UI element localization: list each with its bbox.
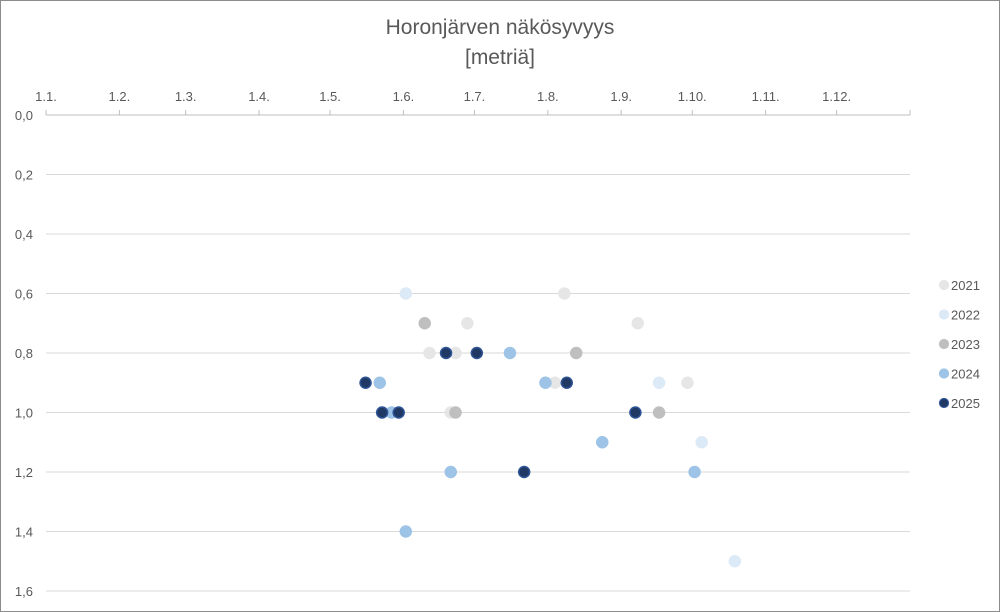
point-2024 [688, 465, 701, 479]
point-2022 [652, 376, 666, 389]
y-tick-label: 1,0 [15, 406, 33, 421]
legend-label: 2022 [951, 308, 980, 323]
point-2025 [560, 376, 574, 389]
point-2025 [439, 346, 453, 360]
legend-label: 2021 [951, 278, 980, 293]
x-tick-label: 1.7. [464, 89, 486, 104]
point-2024 [373, 376, 387, 389]
y-tick-label: 0,4 [15, 227, 33, 242]
point-2024 [539, 376, 552, 389]
point-2025 [470, 346, 484, 360]
x-tick-label: 1.8. [537, 89, 559, 104]
x-tick-label: 1.5. [319, 89, 341, 104]
x-tick-label: 1.9. [610, 89, 632, 104]
legend-marker [938, 309, 950, 320]
y-tick-label: 1,6 [15, 584, 33, 599]
point-2025 [359, 376, 372, 389]
x-tick-label: 1.11. [752, 89, 780, 104]
point-2024 [503, 346, 517, 360]
gridlines [46, 114, 910, 592]
x-tick-label: 1.10. [678, 89, 707, 104]
legend-marker [938, 368, 950, 379]
legend: 2021 2022 2023 2024 2025 [938, 278, 980, 411]
x-tick-label: 1.1. [35, 89, 57, 104]
y-tick-label: 0,0 [15, 108, 33, 123]
point-2024 [399, 525, 413, 538]
legend-marker [938, 338, 950, 350]
legend-label: 2025 [951, 396, 980, 411]
y-tick-label: 0,2 [15, 168, 33, 183]
point-2021 [461, 317, 474, 330]
point-2025 [517, 465, 531, 479]
x-tick-label: 1.2. [109, 89, 131, 104]
point-2024 [444, 465, 458, 479]
y-tick-label: 1,2 [15, 465, 33, 480]
point-2023 [652, 406, 666, 419]
legend-label: 2023 [951, 337, 980, 352]
point-2021 [631, 317, 645, 330]
legend-label: 2024 [951, 367, 980, 382]
point-2022 [728, 555, 742, 568]
point-2021 [423, 346, 436, 360]
x-tick-label: 1.4. [248, 89, 270, 104]
y-tick-label: 1,4 [15, 525, 33, 540]
point-2024 [596, 436, 609, 449]
point-2025 [392, 406, 405, 419]
chart-subtitle: [metriä] [464, 46, 535, 69]
y-tick-label: 0,8 [15, 346, 33, 361]
point-2022 [399, 287, 413, 300]
point-2025 [629, 406, 642, 419]
point-2021 [681, 376, 694, 389]
y-tick-label: 0,6 [15, 287, 33, 302]
point-2023 [449, 406, 462, 419]
x-axis: 1.1. 1.2. 1.3. 1.4. 1.5. 1.6. 1.7. 1.8. 1.9. 1.10… [35, 89, 911, 116]
x-tick-label: 1.6. [393, 89, 415, 104]
y-axis: 0,0 0,2 0,4 0,6 0,8 1,0 1,2 1,4 1,6 [15, 108, 33, 599]
x-tick-label: 1.3. [175, 89, 197, 104]
chart-title: Horonjärven näkösyvyys [385, 16, 615, 39]
x-tick-label: 1.12. [822, 89, 851, 104]
point-2022 [695, 436, 708, 449]
legend-marker [938, 279, 950, 291]
data-points [359, 287, 742, 568]
point-2023 [418, 317, 431, 330]
point-2025 [375, 406, 389, 419]
legend-marker [938, 397, 950, 409]
point-2023 [569, 346, 583, 360]
point-2021 [558, 287, 571, 300]
